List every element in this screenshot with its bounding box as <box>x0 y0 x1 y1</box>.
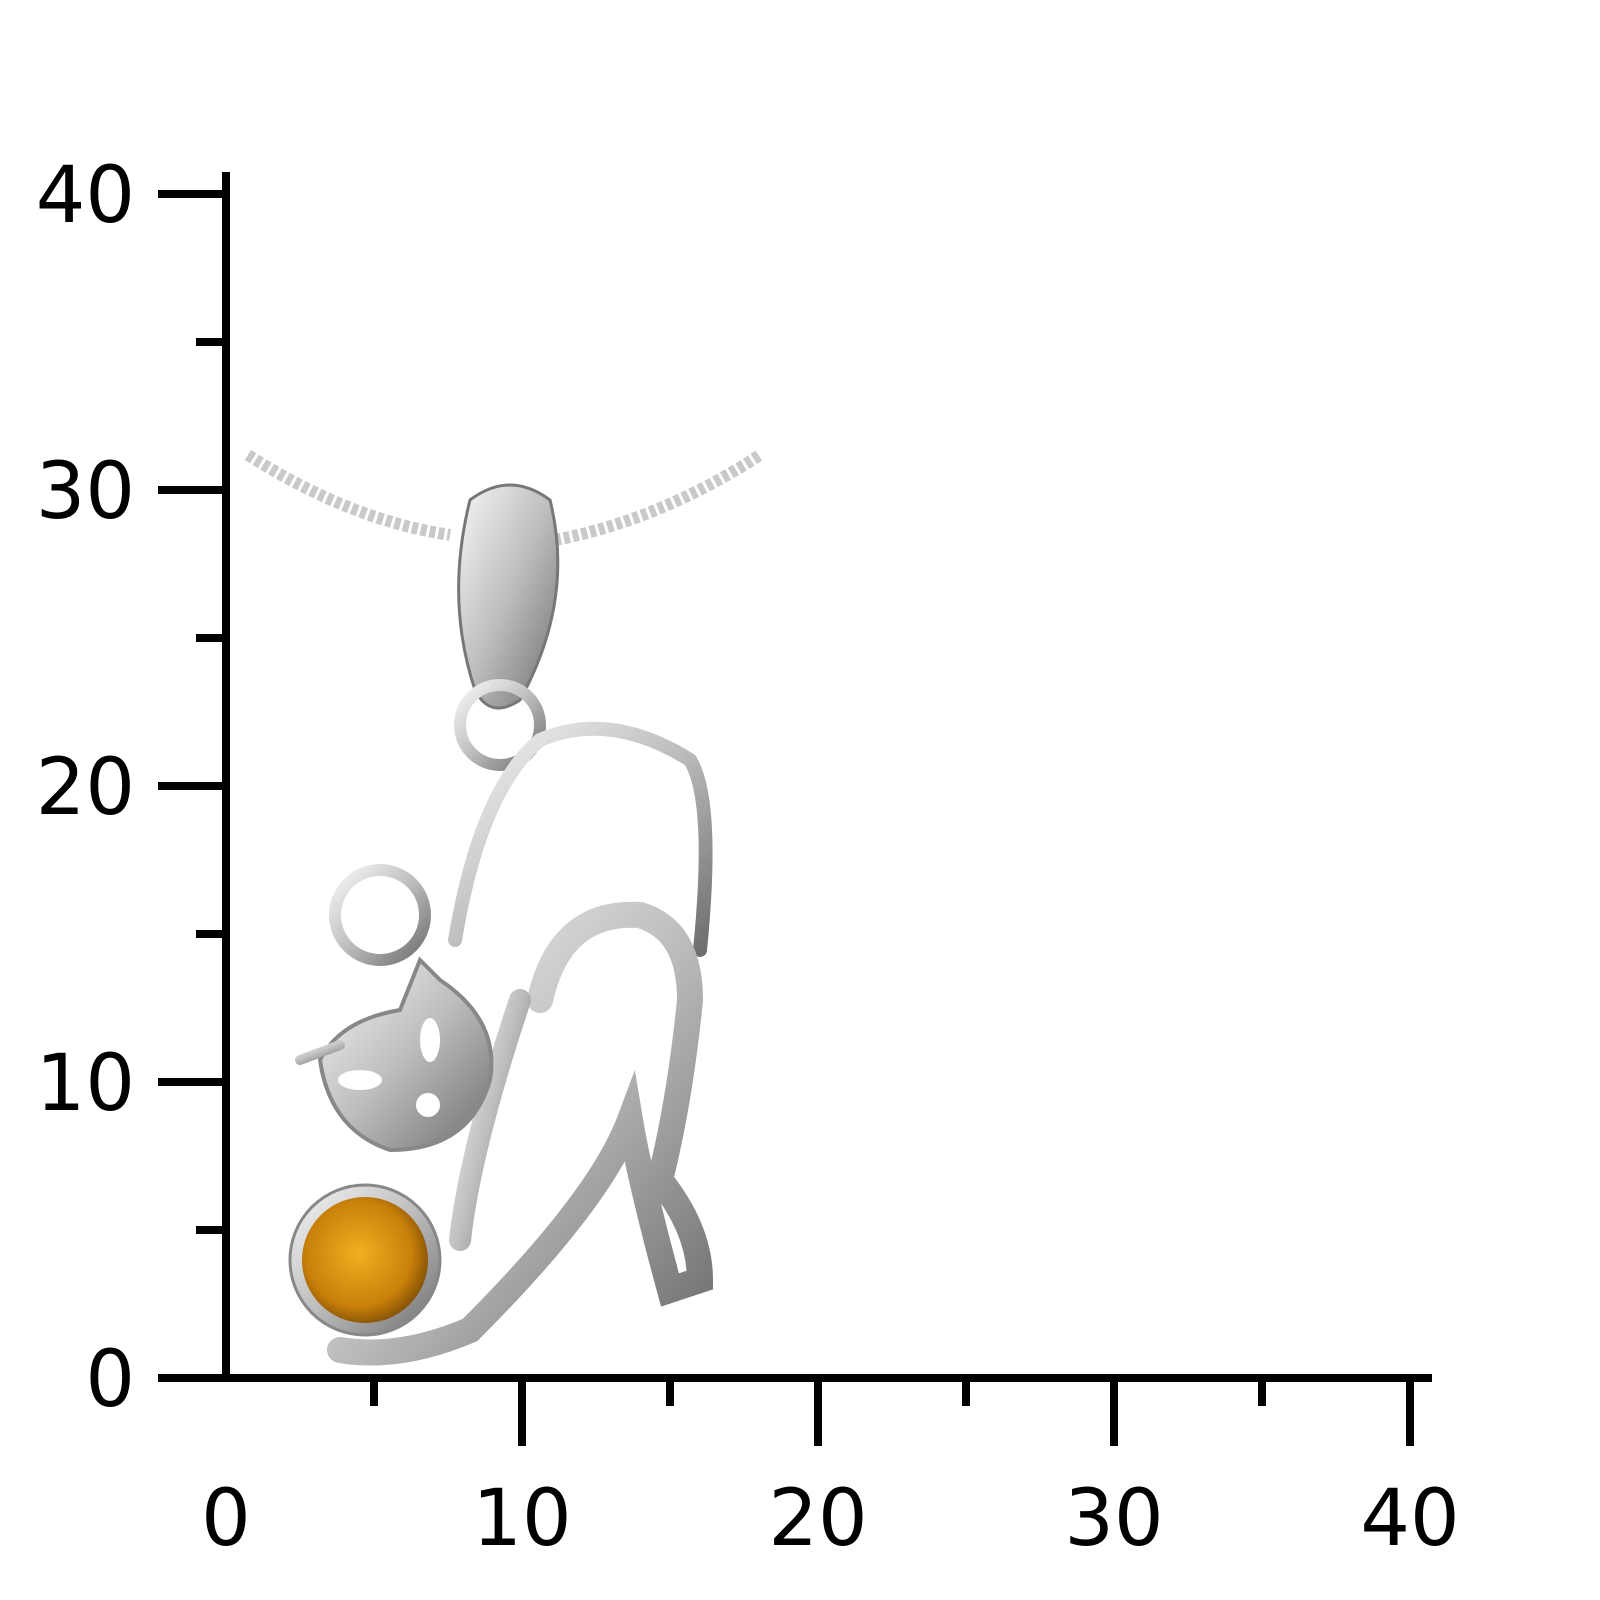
x-tick-label: 20 <box>768 1474 867 1564</box>
cat-nose <box>416 1093 440 1117</box>
amber-stone <box>288 1183 442 1337</box>
y-tick-label: 40 <box>36 151 135 241</box>
y-tick-label: 0 <box>85 1335 135 1425</box>
y-tick-label: 10 <box>36 1039 135 1129</box>
x-tick-label: 10 <box>472 1474 571 1564</box>
cat-eye <box>338 1070 382 1090</box>
cat-pendant <box>295 721 714 1366</box>
pendant-bail <box>454 483 560 771</box>
cat-eye <box>420 1018 440 1062</box>
y-tick-label: 30 <box>36 447 135 537</box>
x-tick-label: 0 <box>201 1474 251 1564</box>
x-tick-label: 30 <box>1064 1474 1163 1564</box>
axis-ticks <box>158 190 1414 1446</box>
axis-labels: 0 10 20 30 40 0 10 20 30 40 <box>36 151 1460 1564</box>
chain <box>244 449 764 546</box>
y-tick-label: 20 <box>36 743 135 833</box>
x-tick-label: 40 <box>1360 1474 1459 1564</box>
